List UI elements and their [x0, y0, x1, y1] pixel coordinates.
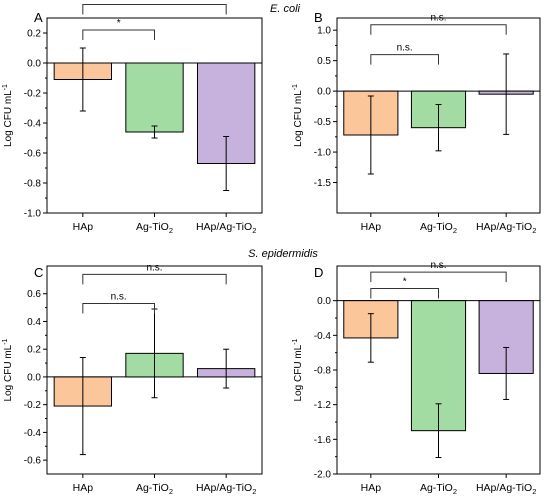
- section-label-ecoli: E. coli: [270, 3, 301, 15]
- significance-label: n.s.: [397, 43, 413, 54]
- y-tick-label: 0.2: [27, 345, 41, 356]
- y-tick-label: -0.2: [24, 89, 42, 100]
- panel-a: A -1.0 -0.8 -0.6 -0.4 -0.2 0.0 0.2 Log CFU mL-1 H…: [2, 0, 263, 235]
- x-tick-label: Ag-TiO2: [136, 221, 173, 235]
- y-tick-label: -0.4: [314, 331, 332, 342]
- x-tick-label: HAp/Ag-TiO2: [476, 221, 536, 235]
- panel-c: C -0.6 -0.4 -0.2 0.0 0.2 0.4 0.6 Log CFU mL-1 HAp…: [2, 262, 263, 496]
- significance-bracket: [370, 271, 507, 283]
- y-tick-label: -0.6: [24, 149, 42, 160]
- y-tick-label: 0.0: [27, 372, 41, 383]
- x-tick-label: HAp: [73, 482, 94, 494]
- panel-d: D -2.0 -1.6 -1.2 -0.8 -0.4 0.0 Log CFU mL-1 HAp A…: [292, 260, 541, 496]
- x-tick-label: HAp/Ag-TiO2: [196, 221, 256, 235]
- significance-bracket: [370, 288, 439, 299]
- panel-b: B -1.5 -1.0 -0.5 0.0 0.5 1.0 Log CFU mL-1 HAp Ag-…: [292, 10, 541, 235]
- y-tick-label: 0.0: [27, 59, 41, 70]
- significance-bracket: [82, 273, 227, 285]
- y-tick-label: -1.6: [314, 435, 332, 446]
- significance-bracket: [82, 302, 155, 314]
- bar-a-1: [125, 62, 184, 133]
- y-tick-label: -1.0: [314, 148, 332, 159]
- x-tick-label: HAp/Ag-TiO2: [476, 482, 536, 496]
- x-tick-label: HAp: [361, 221, 382, 233]
- significance-label: n.s.: [430, 260, 446, 271]
- significance-bracket: [370, 54, 439, 65]
- y-tick-label: 0.0: [317, 87, 331, 98]
- panel-letter: A: [34, 10, 43, 25]
- y-tick-label: -1.0: [24, 209, 42, 220]
- y-tick-label: -2.0: [314, 470, 332, 481]
- y-tick-label: 1.0: [317, 26, 331, 37]
- x-tick-label: Ag-TiO2: [420, 482, 457, 496]
- y-axis-label: Log CFU mL-1: [2, 338, 14, 401]
- significance-label: *: [403, 277, 407, 288]
- x-tick-label: HAp: [73, 221, 94, 233]
- y-tick-label: -1.5: [314, 178, 332, 189]
- x-tick-label: Ag-TiO2: [420, 221, 457, 235]
- panel-letter: D: [314, 265, 323, 280]
- y-tick-label: 0.6: [27, 289, 41, 300]
- x-tick-label: Ag-TiO2: [136, 482, 173, 496]
- y-tick-label: -0.2: [24, 400, 42, 411]
- y-tick-label: -0.4: [24, 119, 42, 130]
- significance-label: n.s.: [430, 13, 446, 24]
- y-tick-label: 0.2: [27, 29, 41, 40]
- significance-bracket: [82, 29, 155, 40]
- y-tick-label: -0.5: [314, 117, 332, 128]
- significance-label: n.s.: [111, 291, 127, 302]
- y-tick-label: 0.0: [317, 296, 331, 307]
- y-axis-label: Log CFU mL-1: [292, 84, 304, 147]
- significance-label: *: [153, 0, 157, 4]
- panel-letter: B: [314, 10, 323, 25]
- y-tick-label: 0.4: [27, 317, 41, 328]
- x-tick-label: HAp: [361, 482, 382, 494]
- significance-label: n.s.: [146, 262, 162, 273]
- y-tick-label: -0.8: [314, 366, 332, 377]
- y-axis-label: Log CFU mL-1: [2, 84, 14, 147]
- significance-label: *: [117, 18, 121, 29]
- y-tick-label: -0.6: [24, 456, 42, 467]
- y-tick-label: -0.8: [24, 179, 42, 190]
- y-tick-label: -0.4: [24, 428, 42, 439]
- panels: A -1.0 -0.8 -0.6 -0.4 -0.2 0.0 0.2 Log CFU mL-1 H…: [2, 0, 541, 496]
- y-tick-label: -1.2: [314, 400, 332, 411]
- y-tick-label: 0.5: [317, 56, 331, 67]
- significance-bracket: [370, 24, 507, 35]
- x-tick-label: HAp/Ag-TiO2: [196, 482, 256, 496]
- section-label-sepidermidis: S. epidermidis: [248, 248, 318, 260]
- significance-bracket: [82, 4, 227, 15]
- panel-letter: C: [34, 265, 43, 280]
- y-axis-label: Log CFU mL-1: [292, 338, 304, 401]
